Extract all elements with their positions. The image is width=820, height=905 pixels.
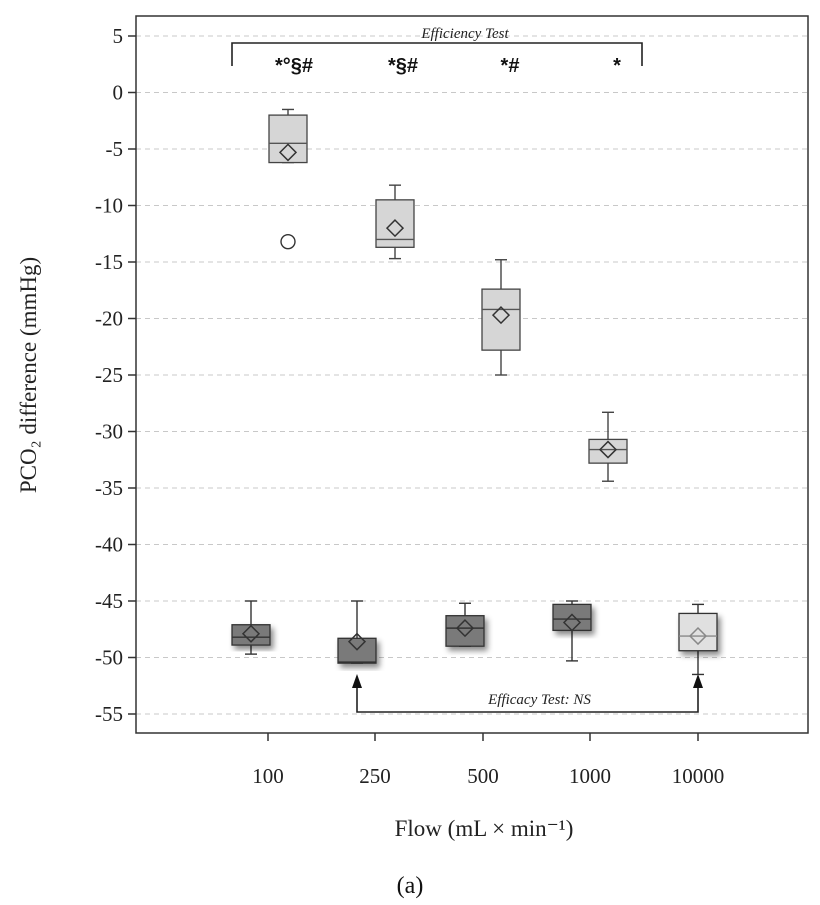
y-axis-title: PCO₂ difference (mmHg): [16, 257, 41, 493]
panel-label: (a): [397, 873, 424, 899]
y-tick-label: -55: [95, 702, 123, 726]
y-tick-label: -25: [95, 363, 123, 387]
box-iqr: [588, 438, 628, 464]
box-iqr: [552, 603, 592, 632]
x-tick-label: 10000: [672, 764, 725, 788]
box-efficiency-250: [375, 184, 415, 260]
y-axis: 5 0 -5 -10 -15 -20 -25 -30 -35 -40 -45 -50 -55: [95, 24, 136, 726]
y-tick-label: -20: [95, 307, 123, 331]
box-efficacy-250: [337, 600, 377, 664]
x-tick-label: 100: [252, 764, 284, 788]
y-tick-label: 0: [113, 81, 124, 105]
outlier-point: [280, 233, 296, 250]
gridlines: [136, 35, 808, 715]
efficiency-bracket: [231, 42, 643, 66]
y-tick-label: -40: [95, 533, 123, 557]
box-efficiency-100: [268, 108, 308, 250]
box-efficacy-10000: [678, 603, 718, 676]
y-tick-label: -15: [95, 250, 123, 274]
box-efficiency-500: [481, 259, 521, 376]
x-axis: 100 250 500 1000 10000: [252, 733, 724, 788]
efficacy-bracket: [356, 684, 699, 713]
significance-mark: *: [613, 55, 621, 77]
arrow-head: [693, 674, 703, 688]
y-tick-label: -35: [95, 476, 123, 500]
y-tick-label: -45: [95, 589, 123, 613]
mean-marker: [278, 143, 298, 162]
efficiency-test-label: Efficiency Test: [420, 26, 509, 42]
mean-marker: [385, 219, 405, 238]
mean-marker: [347, 632, 367, 651]
x-axis-title: Flow (mL × min⁻¹): [395, 816, 574, 841]
mean-marker: [562, 613, 582, 632]
boxes: [231, 108, 718, 676]
significance-mark: *°§#: [275, 55, 313, 77]
box-efficacy-100: [231, 600, 271, 655]
box-iqr: [375, 199, 415, 248]
y-tick-label: -50: [95, 646, 123, 670]
x-tick-label: 1000: [569, 764, 611, 788]
box-efficiency-1000: [588, 411, 628, 482]
y-tick-label: -10: [95, 194, 123, 218]
box-efficacy-500: [445, 602, 485, 647]
mean-marker: [241, 624, 261, 643]
y-tick-label: 5: [113, 24, 124, 48]
mean-marker: [491, 306, 511, 325]
y-tick-label: -30: [95, 420, 123, 444]
arrow-head: [352, 674, 362, 688]
mean-marker: [688, 626, 708, 646]
y-tick-label: -5: [106, 137, 124, 161]
box-efficacy-1000: [552, 600, 592, 662]
significance-mark: *§#: [388, 55, 418, 77]
efficacy-test-label: Efficacy Test: NS: [487, 692, 591, 708]
x-tick-label: 250: [359, 764, 391, 788]
significance-mark: *#: [501, 55, 520, 77]
x-tick-label: 500: [467, 764, 499, 788]
annotations: Efficiency Test *°§# *§# *# * Efficacy Test: …: [231, 26, 703, 713]
box-iqr: [481, 288, 521, 351]
box-iqr: [268, 114, 308, 164]
box-iqr: [678, 612, 718, 652]
mean-marker: [455, 619, 475, 638]
mean-marker: [598, 440, 618, 459]
